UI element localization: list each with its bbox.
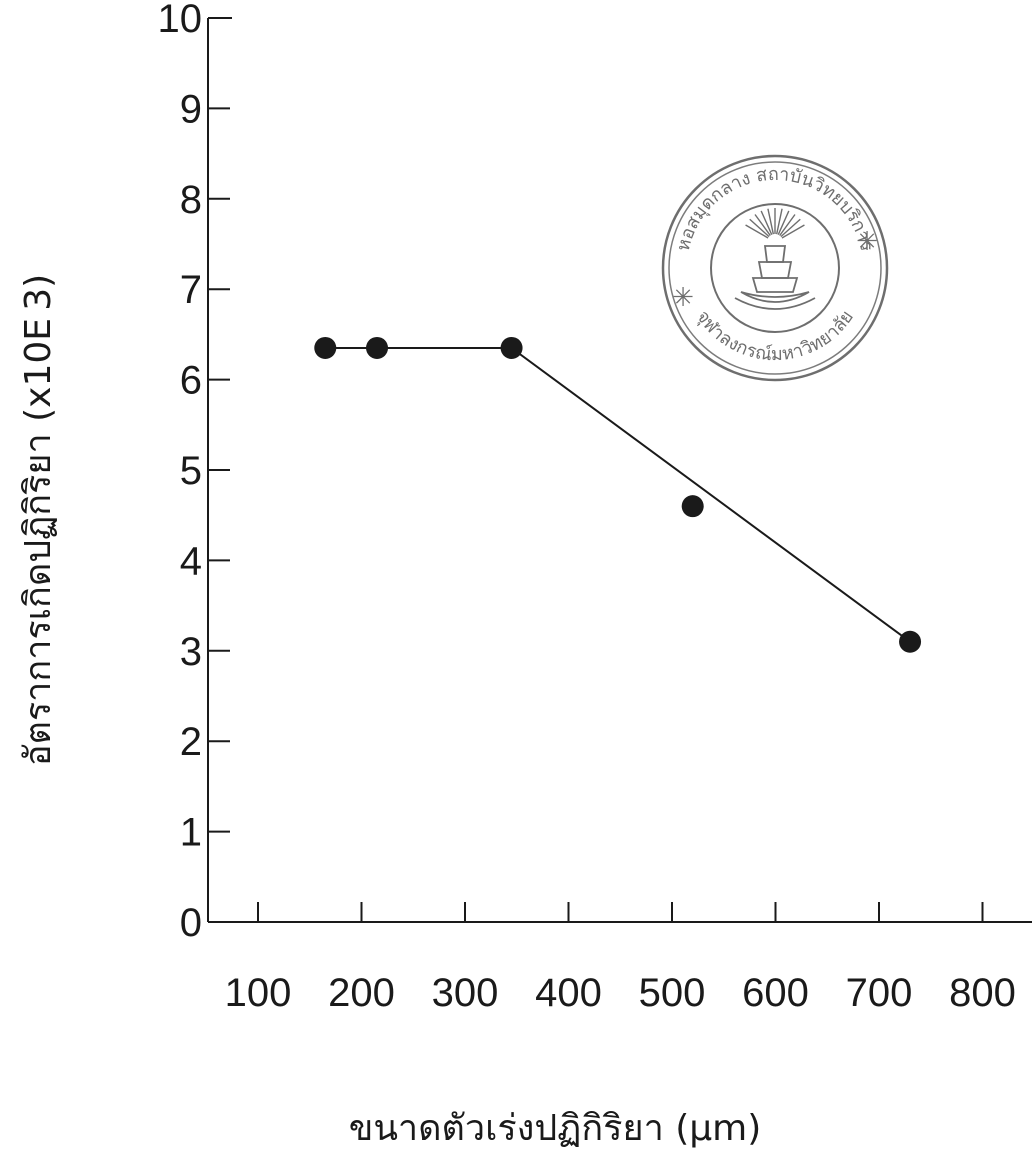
x-tick-label: 700: [846, 971, 913, 1015]
x-tick-label: 500: [639, 971, 706, 1015]
y-tick-label: 3: [180, 630, 202, 674]
fit-line: [325, 346, 911, 643]
x-tick-label: 400: [535, 971, 602, 1015]
data-point: [366, 336, 389, 359]
x-tick-label: 600: [742, 971, 809, 1015]
library-stamp: หอสมุดกลาง สถาบันวิทยบริการ จุฬาลงกรณ์มห…: [661, 154, 889, 382]
emblem-icon: [734, 208, 816, 310]
stamp-star-icon: ✳: [856, 227, 878, 257]
y-tick-label: 10: [158, 0, 203, 41]
data-point: [500, 336, 523, 359]
x-tick-label: 200: [328, 971, 395, 1015]
y-tick-label: 5: [180, 449, 202, 493]
fit-line-path: [325, 346, 911, 643]
y-tick-label: 0: [180, 901, 202, 945]
stamp-star-icon: ✳: [672, 283, 694, 313]
y-tick-label: 1: [180, 811, 202, 855]
y-axis-title: อัตราการเกิดปฏิกิริยา (x10E 3): [18, 274, 59, 766]
y-tick-label: 4: [180, 539, 202, 583]
data-point: [314, 336, 337, 359]
x-tick-label: 800: [949, 971, 1016, 1015]
data-point: [899, 630, 922, 653]
y-tick-label: 8: [180, 178, 202, 222]
y-ticks: 0 1 2 3 4 5 6 7 8 9 10: [158, 0, 230, 945]
x-ticks: 100 200 300 400 500 600 700 800: [225, 902, 1016, 1015]
data-points: [314, 336, 922, 653]
x-tick-label: 100: [225, 971, 292, 1015]
data-point: [681, 495, 704, 518]
y-tick-label: 6: [180, 359, 202, 403]
y-tick-label: 7: [180, 268, 202, 312]
x-tick-label: 300: [432, 971, 499, 1015]
y-tick-label: 9: [180, 87, 202, 131]
y-tick-label: 2: [180, 720, 202, 764]
x-axis-title: ขนาดตัวเร่งปฏิกิริยา (µm): [349, 1108, 762, 1149]
